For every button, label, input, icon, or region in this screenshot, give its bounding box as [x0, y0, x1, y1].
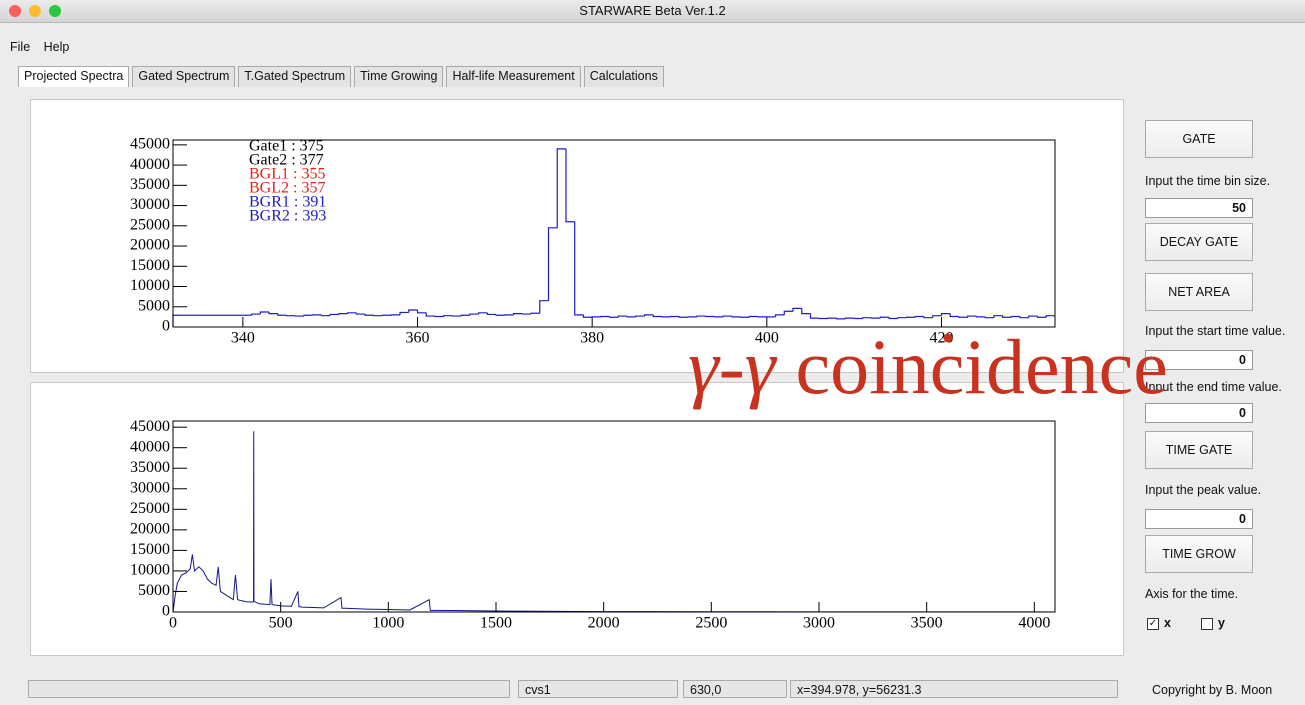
button[interactable]: NET AREA	[1145, 273, 1253, 311]
text-input[interactable]: 0	[1145, 403, 1253, 423]
close-button[interactable]	[9, 5, 21, 17]
checkbox[interactable]	[1201, 618, 1213, 630]
title-bar: STARWARE Beta Ver.1.2	[0, 0, 1305, 23]
text-input[interactable]: 0	[1145, 509, 1253, 529]
tab[interactable]: Calculations	[583, 66, 664, 87]
tab[interactable]: Projected Spectra	[18, 66, 130, 87]
status-field: 630,0	[683, 680, 787, 698]
label: Axis for the time.	[1145, 587, 1239, 601]
tab[interactable]: Half-life Measurement	[446, 66, 581, 87]
status-field: x=394.978, y=56231.3	[790, 680, 1118, 698]
label: Input the time bin size.	[1145, 174, 1271, 188]
label: Input the end time value.	[1145, 380, 1282, 394]
window-title: STARWARE Beta Ver.1.2	[579, 3, 726, 18]
label: Input the start time value.	[1145, 324, 1286, 338]
button[interactable]: TIME GATE	[1145, 431, 1253, 469]
checkbox-label: y	[1218, 616, 1225, 630]
minimize-button[interactable]	[29, 5, 41, 17]
menu-bar: File Help	[10, 40, 79, 54]
canvas-panel	[30, 382, 1124, 656]
button[interactable]: DECAY GATE	[1145, 223, 1253, 261]
tab-bar: Projected Spectra Gated Spectrum T.Gated…	[18, 66, 667, 87]
zoom-button[interactable]	[49, 5, 61, 17]
status-field	[28, 680, 510, 698]
copyright: Copyright by B. Moon	[1152, 683, 1273, 697]
tab[interactable]: T.Gated Spectrum	[238, 66, 352, 87]
text-input[interactable]: 0	[1145, 350, 1253, 370]
menu-item[interactable]: File	[10, 40, 31, 54]
label: Input the peak value.	[1145, 483, 1262, 497]
menu-item[interactable]: Help	[43, 40, 70, 54]
tab[interactable]: Gated Spectrum	[132, 66, 236, 87]
button[interactable]: GATE	[1145, 120, 1253, 158]
button[interactable]: TIME GROW	[1145, 535, 1253, 573]
checkbox[interactable]: ✓	[1147, 618, 1159, 630]
status-field: cvs1	[518, 680, 678, 698]
checkbox-label: x	[1164, 616, 1171, 630]
canvas-panel	[30, 99, 1124, 373]
text-input[interactable]: 50	[1145, 198, 1253, 218]
tab[interactable]: Time Growing	[354, 66, 444, 87]
